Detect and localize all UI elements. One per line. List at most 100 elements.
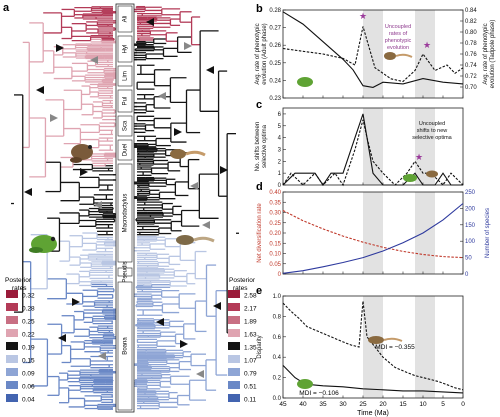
y-tick-label: 0.25: [269, 61, 281, 67]
y-axis-label: Net diversification rate: [257, 203, 263, 263]
shift-marker-triangle: [56, 44, 64, 52]
shift-marker-triangle: [184, 42, 192, 50]
x-tick-label: 5: [441, 401, 445, 408]
panel-label-a: a: [3, 2, 10, 14]
annotation-text: shifts to new: [417, 128, 448, 134]
shift-marker-triangle: [90, 56, 98, 64]
y-tick-label: 4: [278, 136, 282, 142]
tadpole-icon: [426, 170, 438, 178]
shift-marker-triangle: [72, 298, 80, 306]
legend-left-swatch: [6, 316, 18, 324]
tadpole-icon: [368, 336, 384, 344]
legend-right-label: 0.11: [244, 397, 257, 404]
shift-marker-triangle: [202, 221, 210, 229]
y2-tick-label: 150: [465, 223, 476, 229]
y2-tick-label: 0.74: [465, 63, 477, 69]
y-tick-label: 0.25: [269, 221, 281, 227]
shift-marker-triangle: [58, 334, 66, 342]
clade-label: Lim: [123, 71, 129, 81]
legend-left-swatch: [6, 329, 18, 337]
y2-tick-label: 50: [465, 256, 472, 262]
legend-right-title-2: rates: [233, 285, 248, 292]
y-tick-label: 0.26: [269, 43, 281, 49]
x-tick-label: 40: [299, 401, 307, 408]
y-axis-label: Avg. rate of phenotypicevolution (Adult …: [255, 23, 268, 84]
tadpole-image-2: [176, 235, 215, 245]
x-tick-label: 45: [279, 401, 287, 408]
y2-tick-label: 0.80: [465, 30, 477, 36]
series-line-solid: [282, 203, 464, 274]
shift-marker-triangle: [220, 166, 228, 174]
x-tick-label: 30: [339, 401, 347, 408]
frog-image-adult-brown: [70, 144, 93, 163]
shift-marker-triangle: [98, 352, 106, 360]
y2-axis-label: Avg. rate of phenotypicevolution (Tadpol…: [483, 20, 496, 89]
shift-marker-triangle: [94, 201, 102, 209]
legend-left-label: 0.25: [22, 319, 35, 326]
shift-marker-triangle: [80, 168, 88, 176]
legend-left-swatch: [6, 290, 18, 298]
series-line-dashed: [282, 210, 464, 259]
clade-box: [117, 65, 133, 87]
rate-shift-markers: [24, 18, 228, 378]
shaded-interval: [415, 10, 435, 98]
star-marker: ★: [423, 40, 431, 50]
legend-right-label: 1.63: [244, 332, 257, 339]
x-tick-label: 10: [419, 401, 427, 408]
y-tick-label: 1: [278, 171, 282, 177]
panel-d-diversification-chart: d 00.050.100.150.200.250.300.350.4005010…: [256, 181, 491, 278]
clade-labels: Ali Hyl Lim Pul Sca Duel Macrodactylus Pseudis B…: [117, 5, 133, 411]
y-tick-label: 0.35: [269, 200, 281, 206]
clade-label: Boana: [123, 337, 129, 355]
shift-marker-triangle: [156, 318, 164, 326]
shift-marker-triangle: [196, 370, 204, 378]
shaded-interval: [363, 192, 383, 274]
legend-right-swatch: [228, 368, 240, 376]
shaded-interval: [415, 296, 435, 398]
shift-marker-triangle: [36, 86, 44, 94]
y2-tick-label: 100: [465, 239, 476, 245]
clade-box: [117, 115, 133, 137]
legend-right-swatch: [228, 316, 240, 324]
legend-right-swatch: [228, 290, 240, 298]
legend-left-swatch: [6, 394, 18, 402]
legend-left-swatch: [6, 342, 18, 350]
legend-right-label: 2.17: [244, 306, 257, 313]
x-tick-label: 20: [379, 401, 387, 408]
legend-right-label: 2.58: [244, 293, 257, 300]
shaded-interval: [363, 10, 383, 98]
y-tick-label: 0.20: [269, 231, 281, 237]
panel-label-e: e: [256, 285, 262, 297]
legend-left: Posterior rates 0.32 0.28 0.25 0.22 0.19 0.15…: [5, 277, 35, 404]
legend-right-label: 0.79: [244, 371, 257, 378]
legend-left-label: 0.06: [22, 384, 35, 391]
y-tick-label: 0.23: [269, 96, 281, 102]
y-tick-label: 6: [278, 112, 282, 118]
shift-marker-triangle: [213, 302, 221, 310]
clade-box: [117, 267, 133, 277]
y-tick-label: 0: [278, 183, 282, 189]
y2-axis-label: Number of species: [485, 208, 491, 258]
shift-marker-triangle: [180, 340, 188, 348]
y2-tick-label: 0.78: [465, 41, 477, 47]
y-axis-label: Disparity: [257, 335, 263, 358]
star-marker: ★: [415, 152, 423, 162]
tadpole-tail-icon: [383, 337, 403, 342]
y-tick-label: 0.27: [269, 26, 281, 32]
frog-image-adult-green: [29, 235, 57, 253]
y2-tick-label: 0.84: [465, 8, 477, 14]
mdi-annotation: MDI = −0.355: [375, 344, 415, 351]
y-tick-label: 0.10: [269, 252, 281, 258]
x-tick-label: 25: [359, 401, 367, 408]
clade-label: Ali: [123, 16, 129, 23]
shift-marker-triangle: [24, 188, 32, 196]
shift-marker-triangle: [190, 182, 198, 190]
mdi-annotation: MDI = −0.106: [299, 390, 339, 397]
clade-box: [117, 139, 133, 161]
plot-frame: [282, 107, 464, 186]
frog-icon: [403, 174, 417, 182]
y-tick-label: 0.4: [273, 355, 282, 361]
clade-label: Pseudis: [123, 261, 129, 282]
tree-right: [126, 5, 239, 410]
y-tick-label: 0: [278, 272, 282, 278]
